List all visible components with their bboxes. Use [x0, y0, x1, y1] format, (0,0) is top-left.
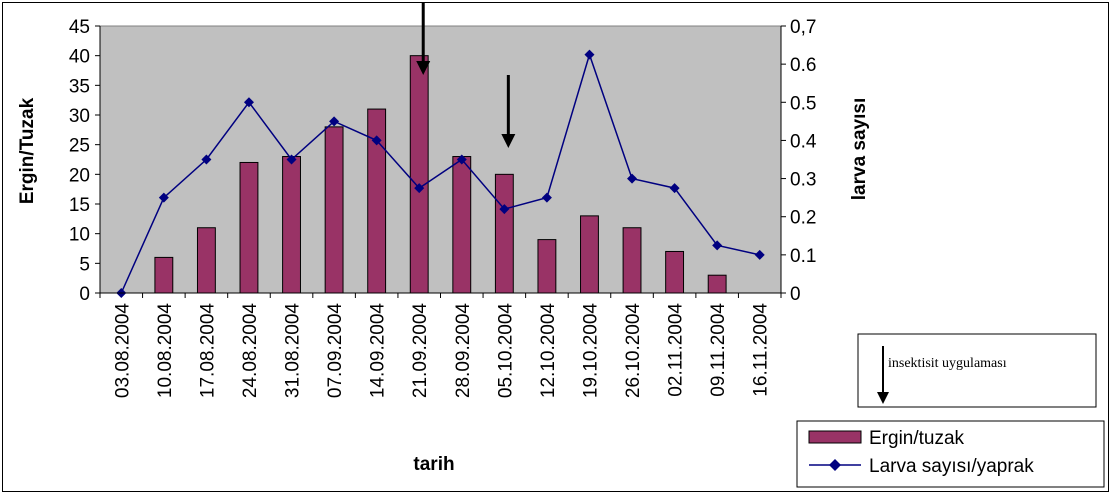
x-tick-label: 21.09.2004 — [410, 303, 431, 399]
line-point — [371, 135, 382, 146]
bar — [154, 256, 174, 294]
line-point — [286, 154, 297, 165]
x-tick-label: 19.10.2004 — [580, 303, 601, 399]
line-point — [243, 97, 254, 108]
line-point — [541, 192, 552, 203]
annotation-note-text: insektisit uygulaması — [888, 356, 1007, 371]
y2-tick-label: 0.1 — [790, 246, 816, 267]
bar — [622, 227, 642, 294]
annotation-note-box: insektisit uygulaması — [857, 333, 1097, 408]
insecticide-arrowhead-icon — [501, 134, 516, 148]
x-tick-label: 10.08.2004 — [155, 303, 176, 399]
y2-tick-label: 0.4 — [790, 131, 817, 152]
legend: Ergin/tuzak Larva sayısı/yaprak — [796, 420, 1105, 488]
y-tick-label: 20 — [69, 165, 90, 186]
legend-swatch-bars — [808, 430, 862, 444]
line-point — [499, 204, 510, 215]
line-point — [414, 183, 425, 194]
note-arrowhead-icon — [877, 392, 889, 404]
line-point — [158, 192, 169, 203]
bar — [452, 156, 472, 294]
line-point — [456, 154, 467, 165]
bar — [707, 274, 727, 294]
legend-marker-icon — [829, 459, 841, 471]
bar — [282, 156, 301, 294]
bar — [537, 239, 557, 294]
y2-tick-label: 0.3 — [790, 170, 816, 191]
y-axis-title: Ergin/Tuzak — [17, 97, 38, 204]
y2-tick-label: 0 — [790, 284, 801, 305]
insecticide-arrowhead-icon — [416, 61, 431, 75]
x-axis-title: tarih — [413, 454, 454, 475]
line-point — [669, 183, 680, 194]
x-tick-label: 24.08.2004 — [240, 303, 261, 399]
x-tick-label: 16.11.2004 — [751, 303, 772, 397]
y-tick-label: 10 — [69, 225, 90, 246]
bar — [665, 250, 685, 294]
y-tick-label: 5 — [79, 254, 90, 275]
bar — [494, 173, 514, 294]
y2-tick-label: 0.2 — [790, 208, 816, 229]
line-point — [627, 173, 638, 184]
chart-svg: 0 5 10 15 20 25 30 35 40 45 0 0.1 0.2 0.3 0.4 0.5 0.6 0,7… — [17, 3, 1105, 488]
x-tick-label: 28.09.2004 — [453, 303, 474, 399]
y2-tick-label: 0,7 — [790, 17, 816, 38]
legend-label-line: Larva sayısı/yaprak — [869, 456, 1034, 477]
y-tick-label: 30 — [69, 106, 90, 127]
line-point — [584, 49, 595, 60]
line-point — [712, 240, 723, 251]
x-tick-label: 26.10.2004 — [623, 303, 644, 399]
bar — [239, 161, 259, 294]
bar — [580, 215, 599, 294]
line-point — [201, 154, 212, 165]
y-tick-label: 35 — [69, 76, 90, 97]
x-tick-label: 02.11.2004 — [666, 303, 687, 397]
y-tick-label: 15 — [69, 195, 90, 216]
line-series — [120, 52, 760, 294]
line-point — [754, 249, 765, 260]
x-tick-label: 03.08.2004 — [112, 303, 133, 399]
x-tick-label: 07.09.2004 — [325, 303, 346, 399]
x-tick-label: 17.08.2004 — [197, 303, 218, 399]
bar — [324, 126, 344, 294]
x-tick-label: 09.11.2004 — [708, 303, 729, 397]
x-tick-label: 14.09.2004 — [368, 303, 389, 399]
y-tick-label: 0 — [79, 284, 90, 305]
chart-frame: 0 5 10 15 20 25 30 35 40 45 0 0.1 0.2 0.3 0.4 0.5 0.6 0,7… — [2, 2, 1109, 492]
line-point — [329, 116, 340, 127]
y-tick-label: 25 — [69, 136, 90, 157]
x-tick-label: 05.10.2004 — [495, 303, 516, 399]
y2-tick-label: 0.6 — [790, 55, 816, 76]
x-tick-label: 31.08.2004 — [283, 303, 304, 399]
bar — [409, 55, 429, 294]
y2-axis-title: larva sayısı — [849, 98, 870, 200]
y-tick-label: 40 — [69, 47, 90, 68]
legend-label-bars: Ergin/tuzak — [869, 428, 965, 449]
x-tick-label: 12.10.2004 — [538, 303, 559, 399]
y2-tick-label: 0.5 — [790, 93, 816, 114]
bar — [196, 227, 216, 294]
y-tick-label: 45 — [69, 17, 90, 38]
